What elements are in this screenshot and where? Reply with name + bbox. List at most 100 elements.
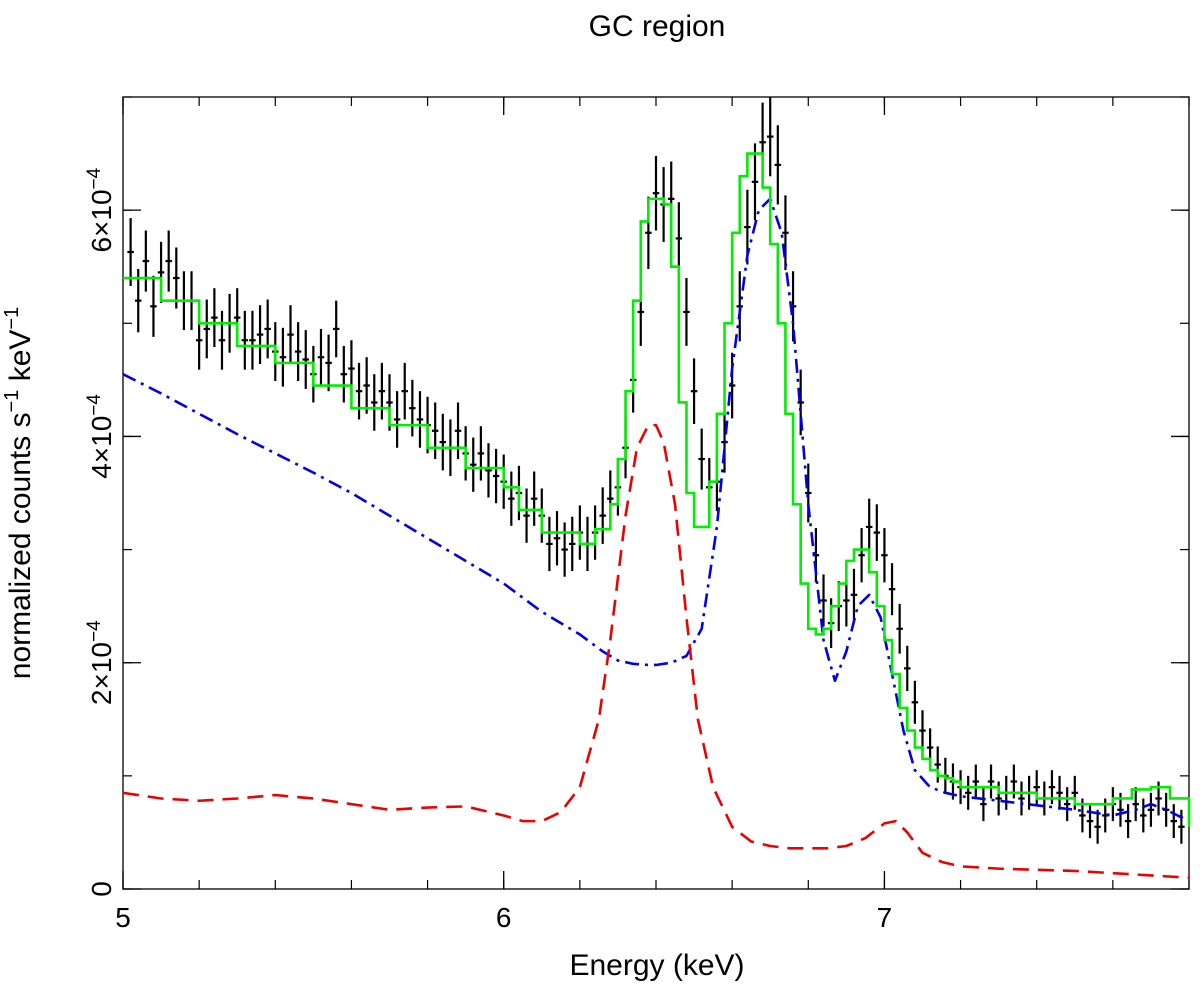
data-point xyxy=(865,498,873,556)
data-point xyxy=(858,528,865,583)
data-point xyxy=(553,511,561,566)
data-point xyxy=(652,155,660,231)
data-point xyxy=(325,334,332,392)
data-point xyxy=(150,275,157,337)
data-point xyxy=(1147,792,1155,827)
data-point xyxy=(294,322,302,381)
data-point xyxy=(211,288,218,348)
data-point xyxy=(934,746,941,783)
chart-title: GC region xyxy=(589,10,726,43)
data-point xyxy=(256,305,264,365)
data-point xyxy=(690,358,698,424)
data-point xyxy=(774,125,782,205)
data-point xyxy=(523,488,530,543)
data-point xyxy=(561,522,568,577)
data-point xyxy=(1178,809,1185,844)
data-point xyxy=(766,97,774,177)
data-point xyxy=(782,195,789,271)
y-tick-label: 0 xyxy=(86,881,117,897)
y-axis-label-main: normalized counts s xyxy=(4,412,37,679)
y-tick-label-base: 4×10 xyxy=(86,416,117,479)
data-point xyxy=(470,437,477,492)
data-point xyxy=(1086,804,1094,839)
y-tick-label-exp: −4 xyxy=(84,394,105,416)
data-point xyxy=(355,362,363,420)
y-tick-label-base: 0 xyxy=(86,881,117,897)
y-tick-label-base: 2×10 xyxy=(86,642,117,705)
data-point xyxy=(1170,804,1178,839)
y-axis-label-mid: keV xyxy=(4,330,37,390)
y-tick-label: 6×10−4 xyxy=(84,167,117,252)
y-axis-label: normalized counts s−1 keV−1 xyxy=(1,307,37,679)
data-point xyxy=(1094,809,1101,844)
data-point xyxy=(911,680,919,724)
data-point xyxy=(142,230,150,292)
x-tick-label: 6 xyxy=(496,902,512,933)
y-tick-label: 4×10−4 xyxy=(84,394,117,479)
data-point xyxy=(317,328,325,386)
data-point xyxy=(241,310,249,370)
data-point xyxy=(127,218,134,286)
data-point xyxy=(485,443,492,498)
data-point xyxy=(546,516,553,572)
data-point xyxy=(881,528,888,583)
data-point xyxy=(416,391,424,448)
y-tick-label-exp: −4 xyxy=(84,620,105,642)
data-point xyxy=(332,300,340,358)
data-point xyxy=(492,448,500,504)
data-point xyxy=(980,787,987,822)
series-neutral-component xyxy=(122,423,1190,879)
x-tick-label: 5 xyxy=(115,902,131,933)
data-point xyxy=(972,764,980,799)
data-point xyxy=(569,516,576,572)
data-point xyxy=(409,379,416,437)
data-point xyxy=(904,645,911,691)
y-tick-label: 2×10−4 xyxy=(84,620,117,705)
data-point xyxy=(1018,781,1025,816)
data-point xyxy=(134,268,142,333)
data-point xyxy=(850,568,858,621)
data-point xyxy=(888,563,896,616)
data-point xyxy=(363,357,370,414)
axis-ticks: 5 6 702×10−44×10−46×10−4 xyxy=(84,96,1190,933)
data-point xyxy=(599,487,606,544)
series-total-model xyxy=(123,152,1191,827)
data-point xyxy=(1056,775,1063,810)
x-axis-label: Energy (keV) xyxy=(569,949,744,982)
data-point xyxy=(477,426,485,481)
data-point xyxy=(249,310,256,370)
y-tick-label-base: 6×10 xyxy=(86,189,117,252)
data-point xyxy=(378,362,386,420)
data-point xyxy=(454,402,462,460)
y-axis-label-sup2: −1 xyxy=(1,307,23,330)
data-point xyxy=(165,230,172,292)
data-point xyxy=(964,775,972,810)
data-point xyxy=(675,202,683,275)
y-axis-label-sup1: −1 xyxy=(1,390,23,413)
data-point xyxy=(1132,787,1139,822)
series-data xyxy=(127,97,1185,844)
data-point xyxy=(287,305,294,365)
x-tick-label: 7 xyxy=(877,902,893,933)
data-point xyxy=(873,504,881,561)
data-point xyxy=(820,574,827,627)
data-point xyxy=(302,330,309,389)
data-point xyxy=(371,374,378,431)
series-thermal-component xyxy=(122,197,1190,823)
data-point xyxy=(530,471,538,526)
data-point xyxy=(340,345,348,403)
data-point xyxy=(987,764,995,799)
data-point xyxy=(896,603,903,654)
data-point xyxy=(173,247,180,309)
series-layer xyxy=(122,97,1191,879)
data-point xyxy=(203,299,210,359)
data-point xyxy=(439,413,447,471)
data-point xyxy=(1140,798,1147,833)
data-point xyxy=(919,710,926,751)
data-point xyxy=(393,391,401,448)
data-point xyxy=(279,327,287,387)
data-point xyxy=(401,362,408,420)
data-point xyxy=(218,310,226,370)
data-point xyxy=(508,471,515,526)
data-point xyxy=(683,278,690,346)
